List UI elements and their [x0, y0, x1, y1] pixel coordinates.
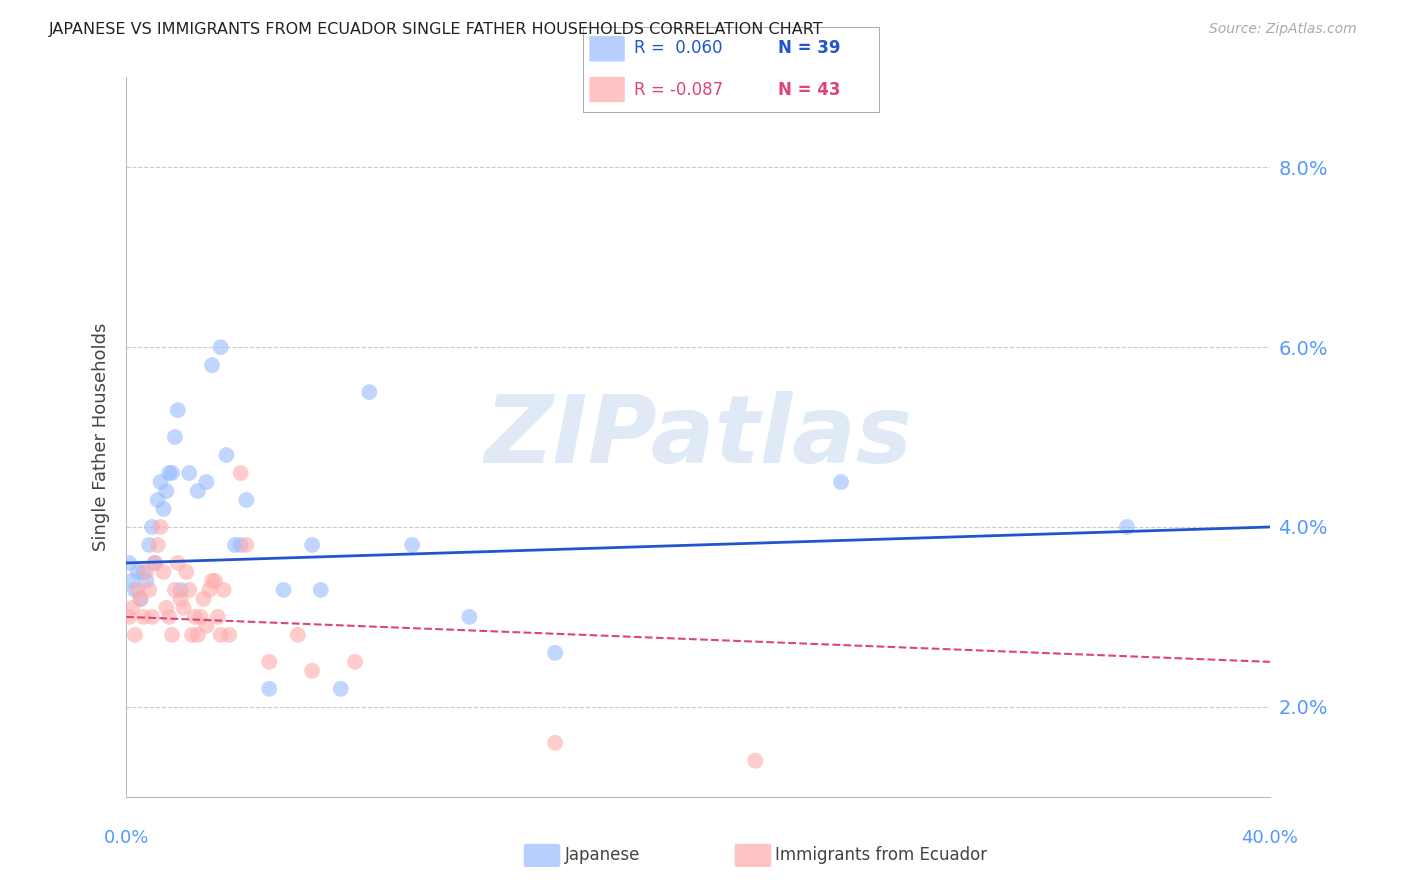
- FancyBboxPatch shape: [589, 36, 624, 62]
- Point: [344, 655, 367, 669]
- Point: [160, 628, 183, 642]
- Point: [259, 655, 281, 669]
- Text: JAPANESE VS IMMIGRANTS FROM ECUADOR SINGLE FATHER HOUSEHOLDS CORRELATION CHART: JAPANESE VS IMMIGRANTS FROM ECUADOR SING…: [49, 22, 824, 37]
- Point: [157, 466, 180, 480]
- Text: Japanese: Japanese: [565, 847, 640, 864]
- Point: [166, 403, 188, 417]
- Point: [124, 582, 146, 597]
- Point: [235, 493, 257, 508]
- Point: [138, 582, 160, 597]
- Point: [301, 538, 323, 552]
- Point: [135, 565, 157, 579]
- Text: N = 39: N = 39: [779, 39, 841, 57]
- Point: [1116, 520, 1139, 534]
- Point: [127, 565, 149, 579]
- Text: N = 43: N = 43: [779, 81, 841, 99]
- Point: [187, 628, 209, 642]
- Text: 40.0%: 40.0%: [1241, 829, 1298, 847]
- Point: [141, 520, 163, 534]
- Point: [215, 448, 238, 462]
- Point: [209, 628, 232, 642]
- Text: R =  0.060: R = 0.060: [634, 39, 723, 57]
- Point: [132, 610, 155, 624]
- Point: [138, 538, 160, 552]
- Point: [179, 582, 201, 597]
- Point: [155, 483, 177, 498]
- Point: [118, 556, 141, 570]
- Point: [146, 538, 169, 552]
- Point: [273, 582, 295, 597]
- Point: [301, 664, 323, 678]
- Point: [309, 582, 332, 597]
- Point: [121, 601, 143, 615]
- Point: [193, 591, 215, 606]
- Point: [129, 591, 152, 606]
- Point: [149, 520, 172, 534]
- Point: [135, 574, 157, 588]
- Point: [224, 538, 246, 552]
- Point: [155, 601, 177, 615]
- Text: 0.0%: 0.0%: [104, 829, 149, 847]
- Point: [149, 475, 172, 489]
- Point: [143, 556, 166, 570]
- Text: R = -0.087: R = -0.087: [634, 81, 723, 99]
- Point: [204, 574, 226, 588]
- Text: ZIPatlas: ZIPatlas: [484, 391, 912, 483]
- Point: [544, 646, 567, 660]
- Point: [179, 466, 201, 480]
- Point: [169, 591, 191, 606]
- Point: [169, 582, 191, 597]
- Point: [201, 574, 224, 588]
- Point: [744, 754, 766, 768]
- Point: [118, 610, 141, 624]
- Point: [176, 565, 198, 579]
- Point: [229, 466, 252, 480]
- FancyBboxPatch shape: [589, 77, 624, 103]
- Point: [124, 628, 146, 642]
- Point: [287, 628, 309, 642]
- Point: [235, 538, 257, 552]
- Point: [172, 601, 194, 615]
- Point: [152, 502, 174, 516]
- Point: [209, 340, 232, 354]
- Text: Source: ZipAtlas.com: Source: ZipAtlas.com: [1209, 22, 1357, 37]
- Point: [207, 610, 229, 624]
- Point: [190, 610, 212, 624]
- Point: [181, 628, 204, 642]
- Point: [163, 430, 186, 444]
- Point: [163, 582, 186, 597]
- Point: [218, 628, 240, 642]
- Point: [146, 493, 169, 508]
- Point: [259, 681, 281, 696]
- Point: [157, 610, 180, 624]
- Point: [830, 475, 852, 489]
- Point: [201, 358, 224, 372]
- Point: [132, 565, 155, 579]
- Point: [141, 610, 163, 624]
- Point: [143, 556, 166, 570]
- Point: [121, 574, 143, 588]
- Point: [198, 582, 221, 597]
- Point: [152, 565, 174, 579]
- Point: [187, 483, 209, 498]
- Point: [195, 619, 218, 633]
- Point: [160, 466, 183, 480]
- Point: [544, 736, 567, 750]
- Y-axis label: Single Father Households: Single Father Households: [93, 323, 110, 551]
- Point: [401, 538, 423, 552]
- Point: [195, 475, 218, 489]
- Point: [229, 538, 252, 552]
- Text: Immigrants from Ecuador: Immigrants from Ecuador: [776, 847, 987, 864]
- Point: [166, 556, 188, 570]
- Point: [212, 582, 235, 597]
- Point: [129, 591, 152, 606]
- Point: [458, 610, 481, 624]
- Point: [184, 610, 207, 624]
- Point: [359, 385, 381, 400]
- Point: [329, 681, 352, 696]
- Point: [127, 582, 149, 597]
